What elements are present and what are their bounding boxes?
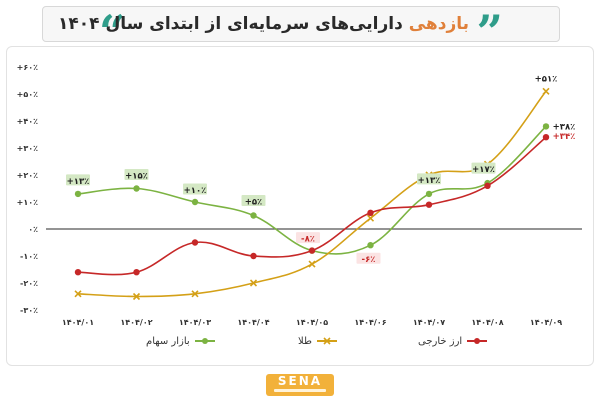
data-label-stocks: +۱۳٪ bbox=[418, 176, 441, 186]
data-point-stocks bbox=[74, 190, 82, 198]
data-label-box bbox=[417, 173, 441, 185]
data-label-stocks: +۱۰٪ bbox=[184, 186, 207, 196]
brand-logo: SENA bbox=[266, 374, 334, 396]
data-label-box bbox=[471, 162, 496, 174]
legend-label-currency: ارز خارجی bbox=[418, 336, 463, 347]
chart-frame bbox=[6, 46, 594, 366]
y-tick-label: +۱۰٪ bbox=[17, 198, 38, 207]
x-tick-label: ۱۴۰۴/۰۷ bbox=[413, 318, 445, 327]
y-tick-label: +۲۰٪ bbox=[17, 171, 38, 180]
data-point-gold bbox=[74, 290, 82, 298]
series-line-currency bbox=[77, 136, 547, 276]
data-point-stocks bbox=[425, 190, 433, 198]
data-point-stocks bbox=[133, 185, 140, 192]
data-point-gold bbox=[308, 260, 316, 268]
brand-underline bbox=[274, 389, 326, 392]
data-point-currency bbox=[74, 269, 82, 276]
data-label-box bbox=[296, 232, 320, 244]
data-label-stocks: +۵٪ bbox=[245, 198, 263, 208]
data-label-stocks: +۳۸٪ bbox=[553, 122, 576, 132]
data-point-currency bbox=[191, 239, 199, 246]
data-label-box bbox=[66, 174, 90, 186]
series-line-stocks bbox=[77, 125, 547, 255]
data-point-stocks bbox=[367, 242, 374, 249]
data-point-gold bbox=[366, 214, 375, 222]
legend-item-currency: ارز خارجی bbox=[418, 336, 489, 352]
series-line-gold bbox=[77, 90, 547, 298]
legend-label-stocks: بازار سهام bbox=[146, 336, 190, 347]
legend-swatch-gold bbox=[317, 337, 338, 345]
legend-swatch-stocks bbox=[194, 338, 215, 344]
page-title: بازدهی دارایی‌های سرمایه‌ای از ابتدای سا… bbox=[58, 7, 469, 41]
data-label-stocks: +۱۷٪ bbox=[472, 165, 495, 175]
data-label-box bbox=[241, 195, 266, 206]
data-point-stocks bbox=[191, 198, 199, 206]
x-tick-label: ۱۴۰۴/۰۱ bbox=[62, 318, 94, 327]
legend-label-gold: طلا bbox=[298, 336, 312, 347]
x-tick-label: ۱۴۰۴/۰۵ bbox=[296, 318, 328, 327]
data-point-currency bbox=[484, 182, 491, 189]
data-point-gold bbox=[132, 292, 141, 301]
data-point-currency bbox=[133, 269, 140, 276]
data-point-gold bbox=[191, 290, 199, 298]
y-tick-label: +۳۰٪ bbox=[17, 144, 38, 153]
title-accent: بازدهی bbox=[408, 14, 469, 34]
data-label-stocks: -۶٪ bbox=[362, 255, 376, 265]
legend-item-stocks: بازار سهام bbox=[146, 336, 217, 352]
y-tick-label: +۶۰٪ bbox=[17, 63, 38, 72]
x-tick-label: ۱۴۰۴/۰۶ bbox=[354, 318, 386, 327]
data-label-currency: +۳۴٪ bbox=[553, 132, 576, 142]
y-tick-label: -۳۰٪ bbox=[20, 306, 38, 315]
data-point-currency bbox=[367, 209, 374, 216]
x-tick-label: ۱۴۰۴/۰۲ bbox=[120, 318, 152, 327]
y-tick-label: +۵۰٪ bbox=[17, 90, 38, 99]
data-label-box bbox=[124, 169, 149, 180]
brand-name: SENA bbox=[277, 374, 323, 388]
x-tick-label: ۱۴۰۴/۰۹ bbox=[530, 318, 562, 327]
title-rest: دارایی‌های سرمایه‌ای از ابتدای سال ۱۴۰۴ bbox=[58, 14, 403, 34]
x-tick-label: ۱۴۰۴/۰۸ bbox=[471, 318, 503, 327]
y-tick-label: ۰٪ bbox=[28, 225, 38, 234]
data-point-currency bbox=[250, 252, 257, 260]
data-point-currency bbox=[425, 201, 433, 208]
data-point-stocks bbox=[542, 123, 550, 130]
legend-swatch-currency bbox=[467, 338, 488, 344]
data-label-box bbox=[356, 252, 381, 264]
y-tick-label: -۱۰٪ bbox=[20, 252, 38, 261]
y-tick-label: -۲۰٪ bbox=[20, 279, 38, 288]
y-tick-label: +۴۰٪ bbox=[17, 117, 38, 126]
data-label-stocks: +۱۳٪ bbox=[67, 177, 90, 187]
data-point-currency bbox=[542, 134, 550, 141]
data-label-gold: +۵۱٪ bbox=[535, 74, 558, 84]
x-tick-label: ۱۴۰۴/۰۴ bbox=[237, 318, 269, 327]
data-label-box bbox=[183, 183, 207, 195]
data-point-gold bbox=[542, 87, 550, 95]
data-label-currency: -۸٪ bbox=[301, 235, 315, 245]
data-point-currency bbox=[308, 247, 316, 254]
data-point-gold bbox=[249, 279, 258, 287]
data-label-stocks: +۱۵٪ bbox=[125, 172, 148, 182]
data-point-stocks bbox=[250, 212, 257, 219]
legend-item-gold: طلا bbox=[298, 336, 339, 352]
x-tick-label: ۱۴۰۴/۰۳ bbox=[179, 318, 211, 327]
